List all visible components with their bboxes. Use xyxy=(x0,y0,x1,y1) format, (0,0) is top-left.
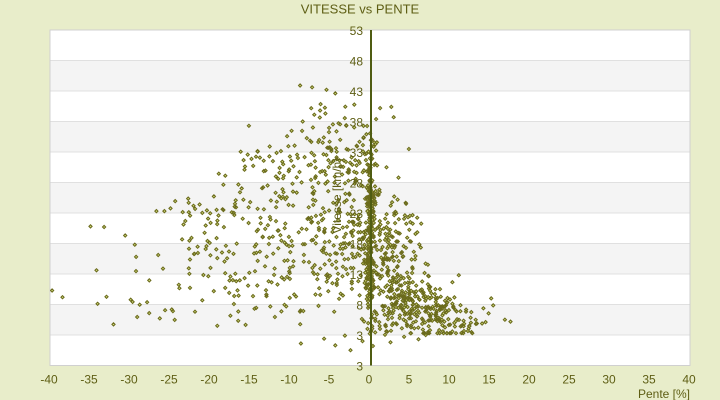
svg-text:48: 48 xyxy=(350,55,364,69)
svg-text:3: 3 xyxy=(356,329,363,343)
svg-text:20: 20 xyxy=(522,373,536,387)
svg-text:5: 5 xyxy=(406,373,413,387)
svg-text:8: 8 xyxy=(356,299,363,313)
svg-text:13: 13 xyxy=(350,268,364,282)
svg-text:-35: -35 xyxy=(80,373,98,387)
svg-text:30: 30 xyxy=(602,373,616,387)
svg-text:-15: -15 xyxy=(240,373,258,387)
svg-text:Pente [%]: Pente [%] xyxy=(638,387,690,400)
svg-text:23: 23 xyxy=(350,207,364,221)
svg-text:53: 53 xyxy=(350,24,364,38)
svg-text:-10: -10 xyxy=(280,373,298,387)
svg-text:25: 25 xyxy=(562,373,576,387)
svg-text:-30: -30 xyxy=(120,373,138,387)
svg-text:VITESSE vs PENTE: VITESSE vs PENTE xyxy=(301,2,420,17)
svg-text:-5: -5 xyxy=(324,373,335,387)
svg-text:40: 40 xyxy=(682,373,696,387)
svg-text:35: 35 xyxy=(642,373,656,387)
svg-text:3: 3 xyxy=(356,360,363,374)
svg-text:33: 33 xyxy=(350,146,364,160)
svg-text:38: 38 xyxy=(350,116,364,130)
svg-text:-40: -40 xyxy=(40,373,58,387)
svg-text:15: 15 xyxy=(482,373,496,387)
svg-text:-20: -20 xyxy=(200,373,218,387)
svg-text:18: 18 xyxy=(350,238,364,252)
svg-text:28: 28 xyxy=(350,177,364,191)
svg-text:0: 0 xyxy=(366,373,373,387)
svg-text:10: 10 xyxy=(442,373,456,387)
svg-text:43: 43 xyxy=(350,85,364,99)
svg-text:-25: -25 xyxy=(160,373,178,387)
svg-text:Vitesse [km/h]: Vitesse [km/h] xyxy=(330,158,344,233)
